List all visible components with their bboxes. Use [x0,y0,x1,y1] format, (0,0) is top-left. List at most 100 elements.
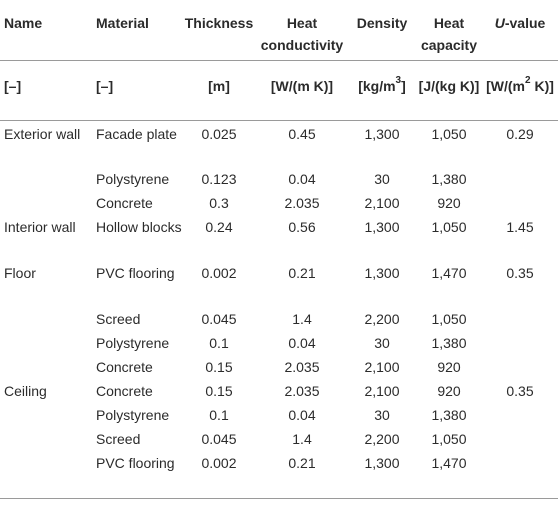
cell-material: Polystyrene [96,171,170,187]
cell-conductivity: 0.04 [288,407,316,423]
header-u-symbol: U [494,15,505,31]
cell-conductivity: 0.21 [288,455,316,471]
unit-density: [kg/m3] [348,60,416,120]
cell-material: Facade plate [96,125,177,142]
material-properties-table: Name Material Thickness Heat conductivit… [0,0,558,498]
cell-density: 1,300 [364,219,400,235]
cell-thickness: 0.002 [201,455,237,471]
unit-u-sup: 2 [525,74,531,86]
cell-density: 30 [374,171,390,187]
cell-name: Interior wall [4,219,76,235]
header-row: Name Material Thickness Heat conductivit… [0,0,558,60]
cell-name [0,168,92,192]
header-u-suffix: -value [504,15,546,31]
cell-u: 0.35 [506,383,534,399]
cell-conductivity: 0.45 [288,125,316,142]
header-thickness: Thickness [184,15,254,31]
cell-density: 1,300 [364,455,400,471]
cell-conductivity: 2.035 [284,359,320,375]
table-row: Polystyrene 0.1 0.04 30 1,380 [0,332,558,356]
cell-conductivity: 1.4 [292,431,312,447]
cell-material: Polystyrene [96,407,170,423]
cell-name: Exterior wall [4,125,81,142]
header-u-value: U-value [482,0,558,60]
units-row: [–] [–] [m] [W/(m K)] [kg/m3] [J/(kg K)]… [0,60,558,120]
cell-u [482,356,558,380]
unit-capacity: [J/(kg K)] [418,77,480,94]
cell-density: 1,300 [364,265,400,281]
unit-density-pre: [kg/m [358,77,396,94]
cell-name: Floor [4,265,36,281]
cell-capacity: 1,380 [431,407,467,423]
cell-name [0,428,92,452]
cell-density: 2,200 [364,311,400,327]
table-row: Screed 0.045 1.4 2,200 1,050 [0,308,558,332]
cell-name [0,404,92,428]
cell-density: 30 [374,335,390,351]
cell-capacity: 1,050 [431,431,467,447]
cell-capacity: 920 [437,359,461,375]
table-row: PVC flooring 0.002 0.21 1,300 1,470 [0,452,558,498]
header-conductivity: Heat conductivity [260,15,344,53]
cell-capacity: 1,470 [431,455,467,471]
cell-thickness: 0.025 [201,125,237,142]
cell-material: PVC flooring [96,455,175,471]
cell-thickness: 0.24 [205,219,233,235]
cell-material: Concrete [96,383,153,399]
table-row: Ceiling Concrete 0.15 2.035 2,100 920 0.35 [0,380,558,404]
table-row: Interior wall Hollow blocks 0.24 0.56 1,300 1… [0,216,558,262]
cell-conductivity: 0.04 [288,335,316,351]
cell-material: Screed [96,311,141,327]
table-row: Polystyrene 0.1 0.04 30 1,380 [0,404,558,428]
table-row: Floor PVC flooring 0.002 0.21 1,300 1,470 0.35 [0,262,558,308]
unit-density-sup: 3 [395,74,402,86]
cell-thickness: 0.123 [201,171,237,187]
unit-u-pre: [W/(m [486,77,525,94]
cell-u [482,168,558,192]
cell-conductivity: 0.56 [288,219,316,235]
cell-material: Polystyrene [96,335,170,351]
table-body: Exterior wall Facade plate 0.025 0.45 1,300 1… [0,120,558,498]
cell-name [0,332,92,356]
unit-name: [–] [4,77,22,94]
cell-conductivity: 2.035 [284,195,320,211]
unit-density-post: ] [401,77,406,94]
cell-thickness: 0.1 [209,407,229,423]
cell-capacity: 1,050 [431,219,467,235]
table-row: Screed 0.045 1.4 2,200 1,050 [0,428,558,452]
cell-capacity: 920 [437,195,461,211]
header-capacity: Heat capacity [420,15,478,53]
cell-density: 2,100 [364,359,400,375]
cell-conductivity: 0.04 [288,171,316,187]
cell-thickness: 0.3 [209,195,229,211]
cell-thickness: 0.1 [209,335,229,351]
cell-material: Concrete [96,359,153,375]
table-row: Polystyrene 0.123 0.04 30 1,380 [0,168,558,192]
table-row: Exterior wall Facade plate 0.025 0.45 1,300 1… [0,120,558,168]
cell-name [0,308,92,332]
unit-material: [–] [96,77,114,94]
cell-thickness: 0.002 [201,265,237,281]
cell-conductivity: 0.21 [288,265,316,281]
cell-name [0,192,92,216]
cell-u: 0.35 [506,265,534,281]
cell-thickness: 0.15 [205,359,233,375]
cell-capacity: 920 [437,383,461,399]
unit-thickness: [m] [208,77,230,94]
unit-conductivity: [W/(m K)] [270,77,334,94]
cell-capacity: 1,380 [431,335,467,351]
unit-u-post: K)] [530,77,554,94]
cell-u: 0.29 [506,125,534,142]
cell-conductivity: 2.035 [284,383,320,399]
cell-u [482,332,558,356]
cell-u [482,428,558,452]
cell-name [0,356,92,380]
header-density: Density [356,15,408,31]
cell-thickness: 0.045 [201,431,237,447]
table-row: Concrete 0.3 2.035 2,100 920 [0,192,558,216]
cell-density: 2,100 [364,195,400,211]
cell-thickness: 0.15 [205,383,233,399]
header-material: Material [96,15,149,31]
table-row: Concrete 0.15 2.035 2,100 920 [0,356,558,380]
cell-u: 1.45 [506,219,534,235]
